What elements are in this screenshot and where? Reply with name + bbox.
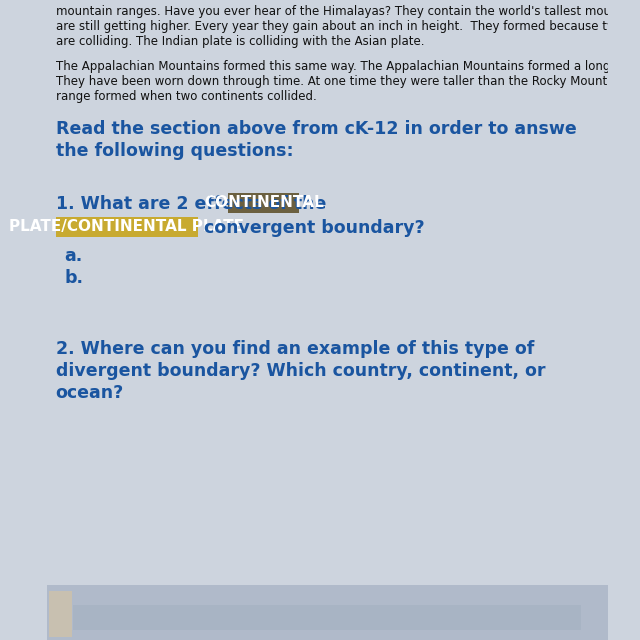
Text: Read the section above from cK-12 in order to answe: Read the section above from cK-12 in ord… bbox=[56, 120, 577, 138]
Text: are colliding. The Indian plate is colliding with the Asian plate.: are colliding. The Indian plate is colli… bbox=[56, 35, 424, 48]
Text: divergent boundary? Which country, continent, or: divergent boundary? Which country, conti… bbox=[56, 362, 545, 380]
FancyBboxPatch shape bbox=[56, 217, 198, 237]
Text: The Appalachian Mountains formed this same way. The Appalachian Mountains formed: The Appalachian Mountains formed this sa… bbox=[56, 60, 640, 73]
FancyBboxPatch shape bbox=[73, 605, 581, 630]
Text: are still getting higher. Every year they gain about an inch in height.  They fo: are still getting higher. Every year the… bbox=[56, 20, 640, 33]
FancyBboxPatch shape bbox=[49, 591, 72, 637]
Text: mountain ranges. Have you ever hear of the Himalayas? They contain the world's t: mountain ranges. Have you ever hear of t… bbox=[56, 5, 634, 18]
Text: They have been worn down through time. At one time they were taller than the Roc: They have been worn down through time. A… bbox=[56, 75, 640, 88]
Text: PLATE/CONTINENTAL PLATE: PLATE/CONTINENTAL PLATE bbox=[9, 218, 244, 234]
Text: a.: a. bbox=[65, 247, 83, 265]
Text: range formed when two continents collided.: range formed when two continents collide… bbox=[56, 90, 316, 103]
Text: CONTINENTAL: CONTINENTAL bbox=[204, 195, 324, 209]
Text: 2. Where can you find an example of this type of: 2. Where can you find an example of this… bbox=[56, 340, 534, 358]
Text: the following questions:: the following questions: bbox=[56, 142, 293, 160]
Text: b.: b. bbox=[65, 269, 83, 287]
FancyBboxPatch shape bbox=[47, 585, 607, 640]
Text: 1. What are 2 effects of the: 1. What are 2 effects of the bbox=[56, 195, 332, 213]
FancyBboxPatch shape bbox=[228, 193, 299, 213]
Text: convergent boundary?: convergent boundary? bbox=[198, 219, 424, 237]
Text: ocean?: ocean? bbox=[56, 384, 124, 402]
